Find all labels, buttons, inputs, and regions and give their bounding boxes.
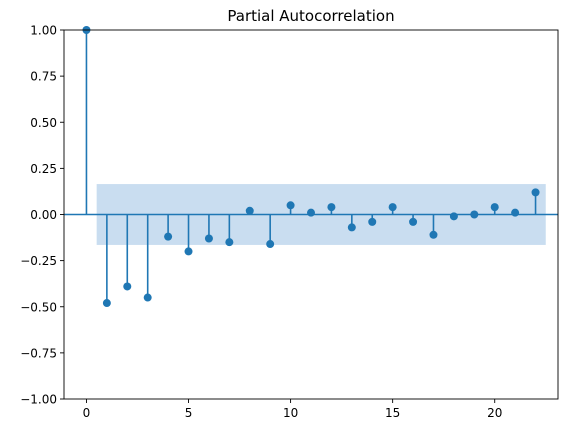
y-axis: −1.00 −0.75 −0.50 −0.25 0.00 0.25 0.50 0.75 1.00 bbox=[20, 24, 64, 407]
x-tick-label: 15 bbox=[385, 406, 400, 420]
marker-layer bbox=[82, 26, 540, 308]
stem-marker bbox=[429, 230, 438, 239]
stem-marker bbox=[531, 188, 540, 197]
stem-marker bbox=[347, 223, 356, 232]
stem-marker bbox=[286, 201, 295, 210]
stem-marker bbox=[368, 217, 377, 226]
x-axis: 0 5 10 15 20 bbox=[83, 399, 502, 420]
y-tick-label: −0.50 bbox=[20, 300, 57, 314]
y-tick-label: 0.25 bbox=[30, 162, 57, 176]
stem-marker bbox=[143, 293, 152, 302]
y-tick-label: 0.00 bbox=[30, 208, 57, 222]
stem-marker bbox=[327, 203, 336, 212]
y-tick-label: −0.25 bbox=[20, 254, 57, 268]
x-tick-label: 20 bbox=[487, 406, 502, 420]
stem-marker bbox=[123, 282, 132, 291]
x-tick-label: 10 bbox=[283, 406, 298, 420]
stem-marker bbox=[245, 206, 254, 215]
stem-marker bbox=[204, 234, 213, 243]
chart-title: Partial Autocorrelation bbox=[227, 7, 394, 25]
y-tick-label: −0.75 bbox=[20, 346, 57, 360]
stem-marker bbox=[225, 238, 234, 247]
stem-marker bbox=[490, 203, 499, 212]
stem-marker bbox=[102, 299, 111, 308]
stem-marker bbox=[388, 203, 397, 212]
stem-marker bbox=[266, 240, 275, 249]
y-tick-label: 0.50 bbox=[30, 116, 57, 130]
stem-marker bbox=[184, 247, 193, 256]
y-tick-label: −1.00 bbox=[20, 393, 57, 407]
stem-marker bbox=[511, 208, 520, 217]
stem-marker bbox=[164, 232, 173, 241]
y-tick-label: 1.00 bbox=[30, 24, 57, 38]
y-tick-label: 0.75 bbox=[30, 70, 57, 84]
stem-layer bbox=[85, 30, 537, 304]
stem-marker bbox=[470, 210, 479, 219]
stem-marker bbox=[307, 208, 315, 217]
x-tick-label: 0 bbox=[83, 406, 91, 420]
stem-marker bbox=[449, 212, 458, 221]
x-tick-label: 5 bbox=[185, 406, 193, 420]
stem-marker bbox=[409, 217, 418, 226]
